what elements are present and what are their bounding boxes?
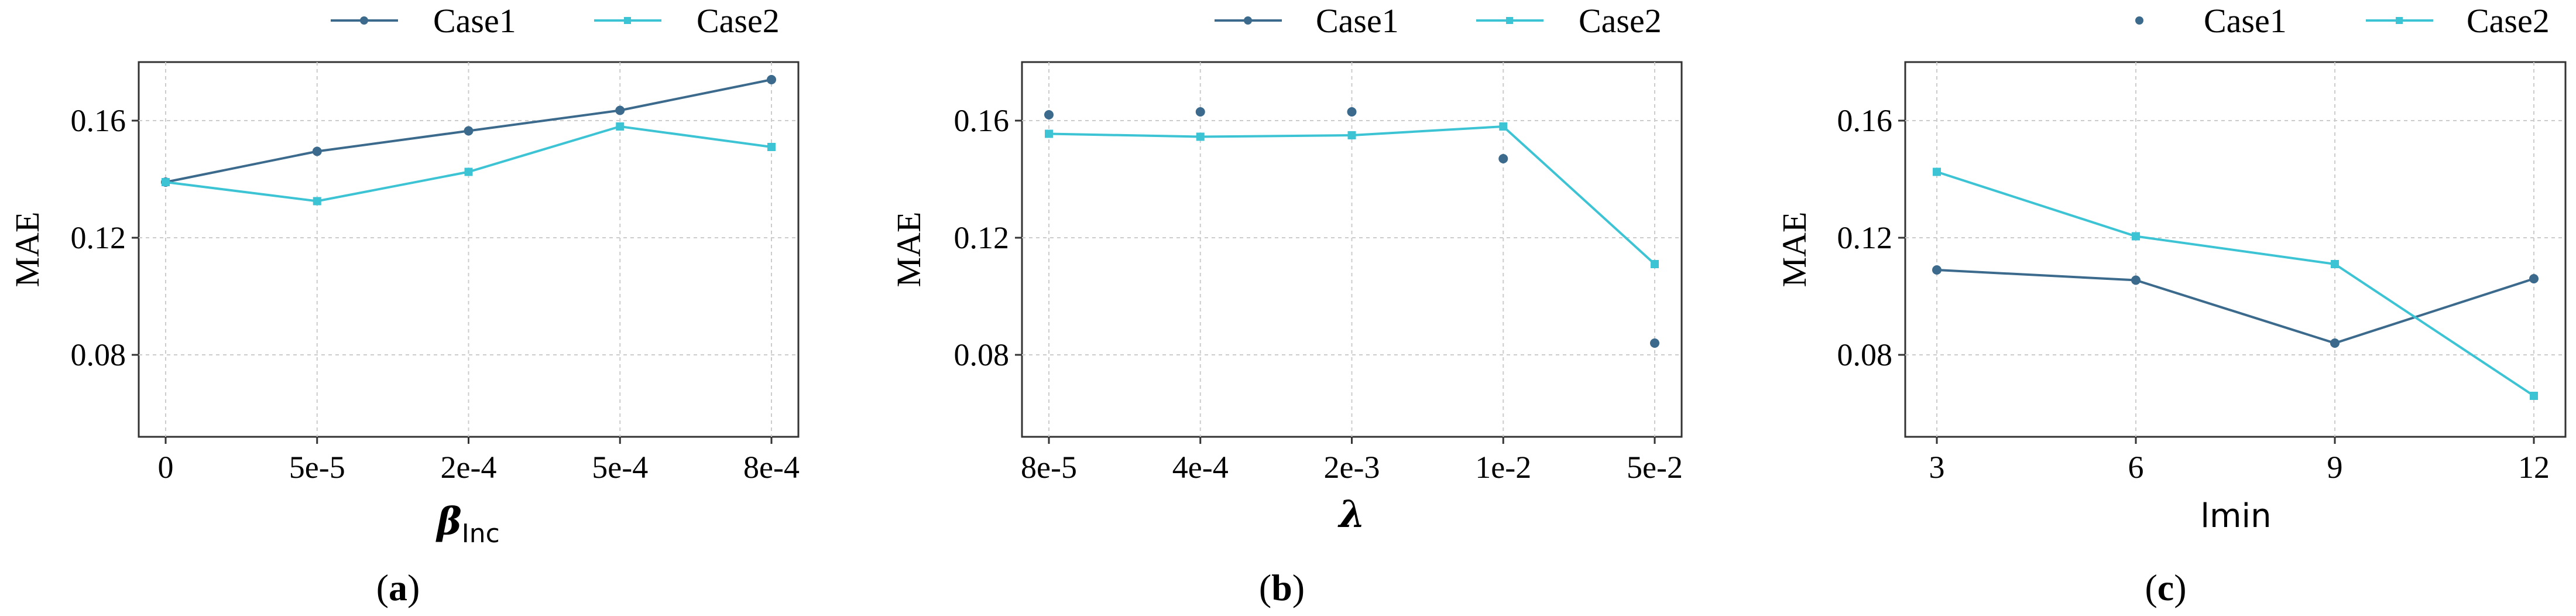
point-a-case1-4 [767, 75, 776, 84]
ytick-label-c-0: 0.08 [1837, 337, 1893, 372]
point-b-case1-1 [1195, 107, 1205, 117]
ytick-label-c-2: 0.16 [1837, 103, 1893, 138]
xtick-label-a-3: 5e-4 [592, 450, 648, 485]
ytick-label-a-0: 0.08 [71, 337, 126, 372]
ytick-label-c-1: 0.12 [1837, 220, 1893, 255]
point-b-case2-4 [1651, 260, 1659, 268]
caption-b: (b) [1259, 567, 1305, 608]
ytick-label-a-2: 0.16 [71, 103, 126, 138]
legend-c-case1-label: Case1 [2204, 2, 2287, 40]
xtick-label-b-4: 5e-2 [1627, 450, 1683, 485]
xtick-label-c-3: 12 [2518, 450, 2550, 485]
legend-a: Case1 Case2 [331, 2, 780, 40]
plot-frame-c [1904, 61, 2567, 438]
xtick-label-b-3: 1e-2 [1475, 450, 1531, 485]
ytick-label-a-1: 0.12 [71, 220, 126, 255]
panel-b: Case1 Case2 0.08 0.12 0.16 8e-5 4e-4 2e-3 1e-2… [890, 2, 1683, 608]
legend-c-case2-label: Case2 [2467, 2, 2550, 40]
point-b-case2-3 [1499, 122, 1508, 131]
point-a-case2-1 [313, 197, 321, 206]
point-b-case1-2 [1347, 107, 1357, 117]
point-b-case1-3 [1498, 154, 1508, 163]
point-a-case2-4 [767, 143, 776, 151]
xtick-label-a-2: 2e-4 [441, 450, 497, 485]
xtick-label-b-0: 8e-5 [1021, 450, 1077, 485]
xtick-label-a-4: 8e-4 [743, 450, 800, 485]
legend-c-case1-marker [2135, 16, 2143, 25]
legend-a-case1-label: Case1 [433, 2, 516, 40]
xlabel-b: λ [1337, 492, 1366, 536]
point-a-case2-2 [464, 167, 473, 176]
ytick-label-b-2: 0.16 [954, 103, 1010, 138]
point-a-case1-1 [312, 146, 322, 156]
legend-b-case2-marker [1506, 17, 1513, 24]
legend-c: Case1 Case2 [2135, 2, 2550, 40]
point-b-case2-2 [1347, 131, 1356, 139]
legend-c-case2-marker [2396, 17, 2403, 24]
panel-c: Case1 Case2 0.08 0.12 0.16 3 6 9 12 MAE lmin (… [1775, 2, 2567, 608]
legend-b-case1-marker [1244, 16, 1252, 25]
xlabel-a: βInc [435, 499, 500, 549]
series-line-c-case1 [1936, 269, 2534, 345]
legend-a-case2-label: Case2 [697, 2, 780, 40]
point-b-case1-4 [1650, 338, 1659, 348]
point-c-case2-3 [2530, 392, 2538, 400]
xtick-label-c-2: 9 [2327, 450, 2343, 485]
xlabel-a-main: β [435, 499, 462, 543]
legend-b: Case1 Case2 [1215, 2, 1662, 40]
point-b-case2-1 [1196, 132, 1205, 141]
plot-area-c: 0.08 0.12 0.16 3 6 9 12 [1837, 62, 2565, 485]
xlabel-a-sub: Inc [462, 519, 500, 549]
legend-a-case2-marker [624, 17, 631, 24]
legend-b-case1-label: Case1 [1316, 2, 1399, 40]
point-b-case2-0 [1045, 129, 1053, 138]
caption-a: (a) [376, 567, 420, 608]
point-c-case2-2 [2331, 260, 2339, 268]
xtick-label-a-0: 0 [158, 450, 174, 485]
series-line-c-case2 [1936, 170, 2535, 397]
xtick-label-a-1: 5e-5 [289, 450, 345, 485]
point-c-case1-3 [2529, 274, 2539, 283]
ylabel-a: MAE [8, 212, 46, 288]
point-a-case2-0 [162, 178, 170, 186]
xtick-label-b-1: 4e-4 [1172, 450, 1229, 485]
point-c-case1-2 [2330, 338, 2340, 348]
xtick-label-c-0: 3 [1929, 450, 1945, 485]
ytick-label-b-0: 0.08 [954, 337, 1010, 372]
ylabel-c: MAE [1775, 212, 1813, 288]
point-b-case1-0 [1044, 110, 1054, 119]
plot-area-b: 0.08 0.12 0.16 8e-5 4e-4 2e-3 1e-2 5e-2 [954, 62, 1683, 485]
point-c-case1-1 [2131, 275, 2141, 285]
point-c-case2-0 [1933, 167, 1941, 176]
point-c-case2-1 [2132, 232, 2140, 241]
point-a-case2-3 [616, 122, 625, 131]
xtick-label-c-1: 6 [2128, 450, 2144, 485]
xtick-label-b-2: 2e-3 [1324, 450, 1380, 485]
legend-b-case2-label: Case2 [1579, 2, 1662, 40]
xlabel-c: lmin [2200, 497, 2271, 535]
ylabel-b: MAE [890, 212, 928, 288]
legend-a-case1-marker [360, 16, 368, 25]
caption-c: (c) [2145, 567, 2186, 608]
point-a-case1-2 [464, 126, 474, 136]
plot-area-a: 0.08 0.12 0.16 0 5e-5 2e-4 5e-4 8e-4 [71, 62, 800, 485]
point-a-case1-3 [615, 105, 625, 115]
panel-a: Case1 Case2 0.08 0.12 0.16 0 5e-5 2e-4 5e-4 8e-… [8, 2, 800, 608]
ytick-label-b-1: 0.12 [954, 220, 1010, 255]
point-c-case1-0 [1932, 265, 1942, 275]
